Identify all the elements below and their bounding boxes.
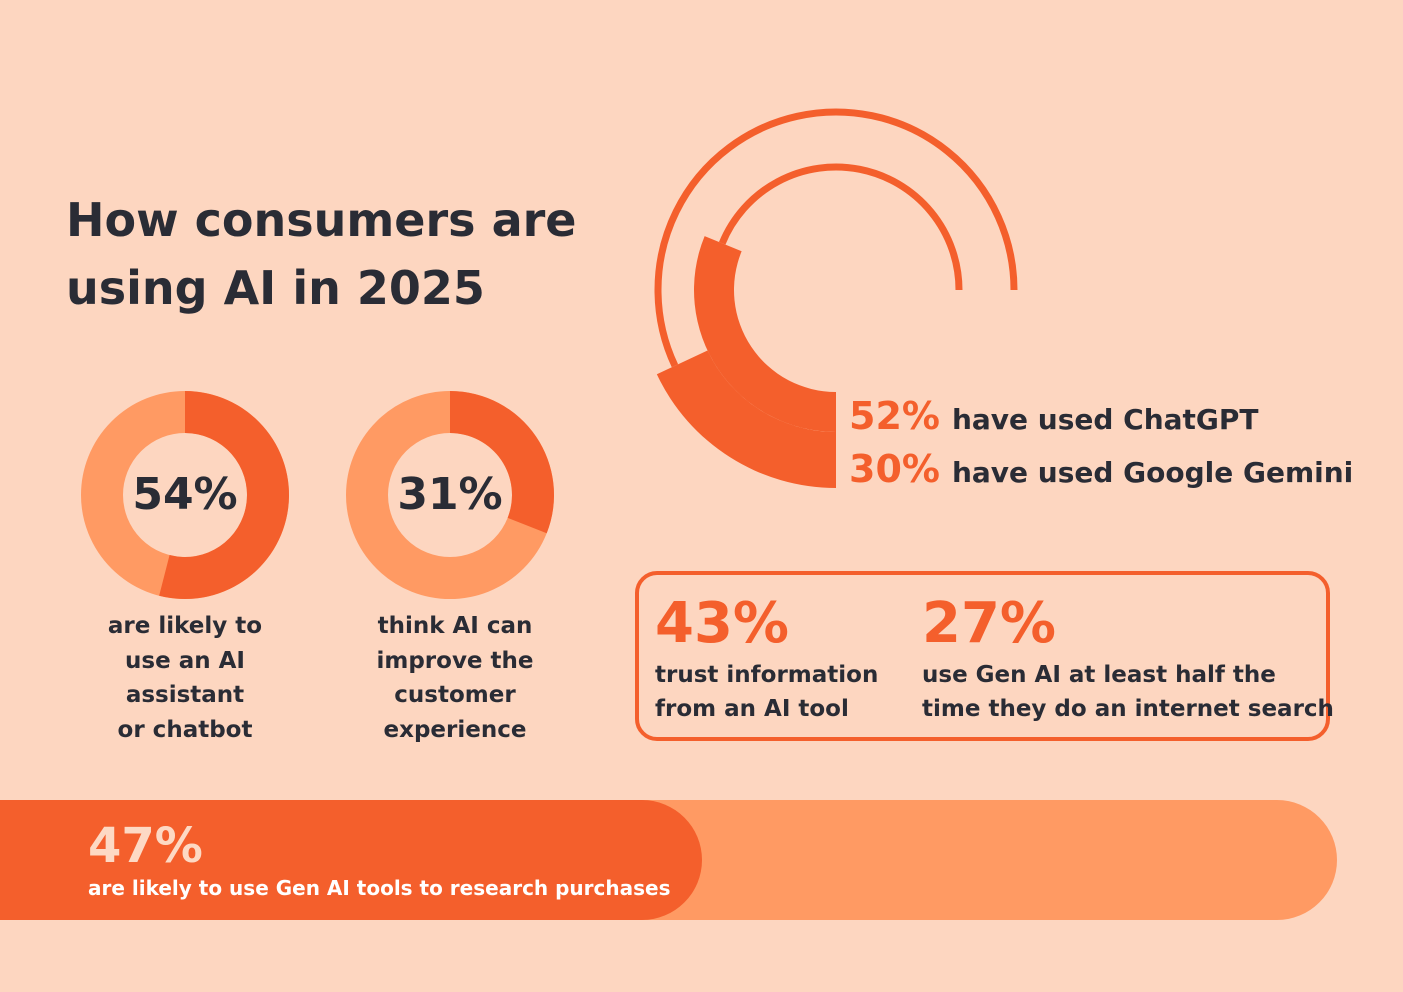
research-bar-text: are likely to use Gen AI tools to resear…: [88, 876, 671, 900]
donut-customer-experience-value-slice: [450, 391, 554, 534]
page-title-line-1: How consumers are: [66, 193, 577, 247]
radial-track-chatgpt: [718, 163, 963, 291]
caption-line: are likely to: [107, 613, 263, 639]
radial-bar-chatgpt: [694, 236, 836, 432]
research-bar-value: 47%: [88, 818, 203, 874]
donut-chart-customer-experience-svg: [346, 391, 554, 599]
donut-assistant-caption: are likely to use an AI assistant or cha…: [65, 609, 305, 747]
caption-line: improve the: [376, 647, 534, 674]
arc-value-gemini: 30%: [849, 447, 940, 491]
radial-track-gemini: [654, 108, 1018, 368]
arc-label-gemini: 30% have used Google Gemini: [849, 447, 1353, 491]
arc-text-chatgpt: have used ChatGPT: [951, 403, 1259, 436]
donut-chart-customer-experience: 31%: [345, 390, 555, 600]
arc-label-chatgpt: 52% have used ChatGPT: [849, 394, 1259, 438]
caption-line: or chatbot: [117, 716, 253, 743]
caption-line: experience: [383, 716, 527, 743]
donut-assistant-value-slice: [159, 391, 289, 599]
stat-search-value: 27%: [922, 591, 1057, 656]
stat-trust-value: 43%: [655, 591, 790, 656]
page-title-line-2: using AI in 2025: [66, 261, 485, 315]
stat-search-line: time they do an internet search: [922, 696, 1334, 722]
donut-customer-experience-percent: 31%: [397, 469, 503, 520]
stat-trust-line: from an AI tool: [655, 696, 849, 722]
donut-customer-experience-caption: think AI can improve the customer experi…: [335, 609, 575, 747]
donut-assistant-percent: 54%: [132, 469, 238, 520]
stat-search-line: use Gen AI at least half the: [922, 662, 1276, 688]
caption-line: think AI can: [377, 613, 533, 639]
research-bar-fill: [0, 800, 702, 920]
radial-bar-gemini: [656, 350, 836, 488]
donut-chart-assistant: 54%: [80, 390, 290, 600]
caption-line: use an AI: [125, 647, 245, 674]
stat-search: 27% use Gen AI at least half the time th…: [922, 594, 1334, 726]
donut-chart-assistant-svg: [81, 391, 289, 599]
stat-trust: 43% trust information from an AI tool: [655, 594, 878, 726]
arc-value-chatgpt: 52%: [849, 394, 940, 438]
stats-box: [635, 571, 1330, 741]
caption-line: assistant: [125, 682, 245, 708]
research-bar-label: 47% are likely to use Gen AI tools to re…: [88, 818, 671, 902]
stat-trust-line: trust information: [655, 662, 879, 688]
caption-line: customer: [394, 682, 516, 708]
arc-text-gemini: have used Google Gemini: [951, 456, 1354, 489]
